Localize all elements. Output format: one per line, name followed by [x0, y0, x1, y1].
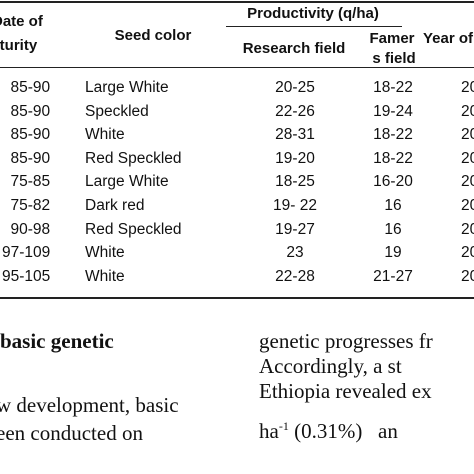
- table-cell: 19- 22: [273, 197, 317, 214]
- table-cell: 19-20: [275, 149, 315, 167]
- table-cell: 20: [461, 267, 474, 285]
- table-cell: 95-105: [2, 267, 51, 285]
- table-cell: Speckled: [85, 102, 149, 120]
- body-text: Accordingly, a st: [259, 354, 402, 378]
- body-text-part: -1: [278, 419, 289, 433]
- header-cell: Famer: [369, 30, 415, 47]
- table-cell: 19: [384, 244, 402, 262]
- body-text-part: ha: [259, 419, 279, 443]
- table-cell: 16: [384, 220, 402, 238]
- table-cell: White: [85, 126, 125, 144]
- table-cell: 22-28: [275, 267, 315, 285]
- header-cell: Productivity (q/ha): [247, 5, 379, 22]
- table-cell: 18-22: [373, 126, 413, 144]
- header-cell: Year of: [423, 30, 474, 47]
- body-text-part: (0.31%) an: [288, 419, 398, 443]
- table-cell: 18-22: [373, 149, 413, 167]
- body-text: ha-1 (0.31%) an: [259, 420, 398, 442]
- table-cell: 19-27: [275, 220, 315, 238]
- table-cell: 85-90: [10, 79, 51, 96]
- table-cell: Large White: [85, 173, 169, 191]
- table-cell: 85-90: [10, 126, 51, 144]
- table-cell: 19-24: [373, 102, 413, 120]
- header-cell: Seed color: [114, 27, 192, 44]
- header-cell: s field: [372, 50, 416, 67]
- table-cell: 21-27: [373, 267, 413, 285]
- table-cell: 20: [461, 126, 474, 144]
- table-cell: Red Speckled: [85, 149, 182, 167]
- body-text: een conducted on: [0, 421, 143, 445]
- table-cell: Dark red: [85, 197, 145, 214]
- section-heading: basic genetic: [0, 329, 114, 353]
- table-cell: 20: [461, 79, 474, 96]
- table-cell: 85-90: [10, 149, 51, 167]
- table-cell: 20: [461, 244, 474, 262]
- table-cell: 75-82: [10, 197, 51, 214]
- table-cell: 20: [461, 197, 474, 214]
- table-cell: 28-31: [275, 126, 315, 144]
- table-cell: 18-25: [275, 173, 315, 191]
- body-text: w development, basic: [0, 393, 179, 417]
- table-bottom-rule: [0, 297, 474, 299]
- table-cell: Large White: [85, 79, 169, 96]
- table-cell: White: [85, 267, 125, 285]
- table-cell: 18-22: [373, 79, 413, 96]
- header-cell: Research field: [242, 40, 346, 57]
- table-cell: 90-98: [10, 220, 51, 238]
- header-sub-rule: [226, 26, 402, 27]
- table-top-rule: [0, 1, 474, 3]
- header-cell: maturity: [0, 37, 38, 54]
- table-cell: 20: [461, 220, 474, 238]
- table-cell: 20: [461, 173, 474, 191]
- header-rule: [0, 67, 474, 68]
- body-text: genetic progresses fr: [259, 329, 433, 353]
- table-cell: 16-20: [373, 173, 413, 191]
- table-cell: 16: [384, 197, 402, 214]
- table-cell: 20: [461, 102, 474, 120]
- table-cell: 85-90: [10, 102, 51, 120]
- table-cell: 75-85: [10, 173, 51, 191]
- table-cell: 20-25: [275, 79, 315, 96]
- table-cell: 97-109: [2, 244, 51, 262]
- body-text: Ethiopia revealed ex: [259, 379, 432, 403]
- table-cell: 23: [286, 244, 304, 262]
- header-cell: Date of: [0, 13, 43, 30]
- table-cell: 20: [461, 149, 474, 167]
- table-cell: Red Speckled: [85, 220, 182, 238]
- table-cell: 22-26: [275, 102, 315, 120]
- table-cell: White: [85, 244, 125, 262]
